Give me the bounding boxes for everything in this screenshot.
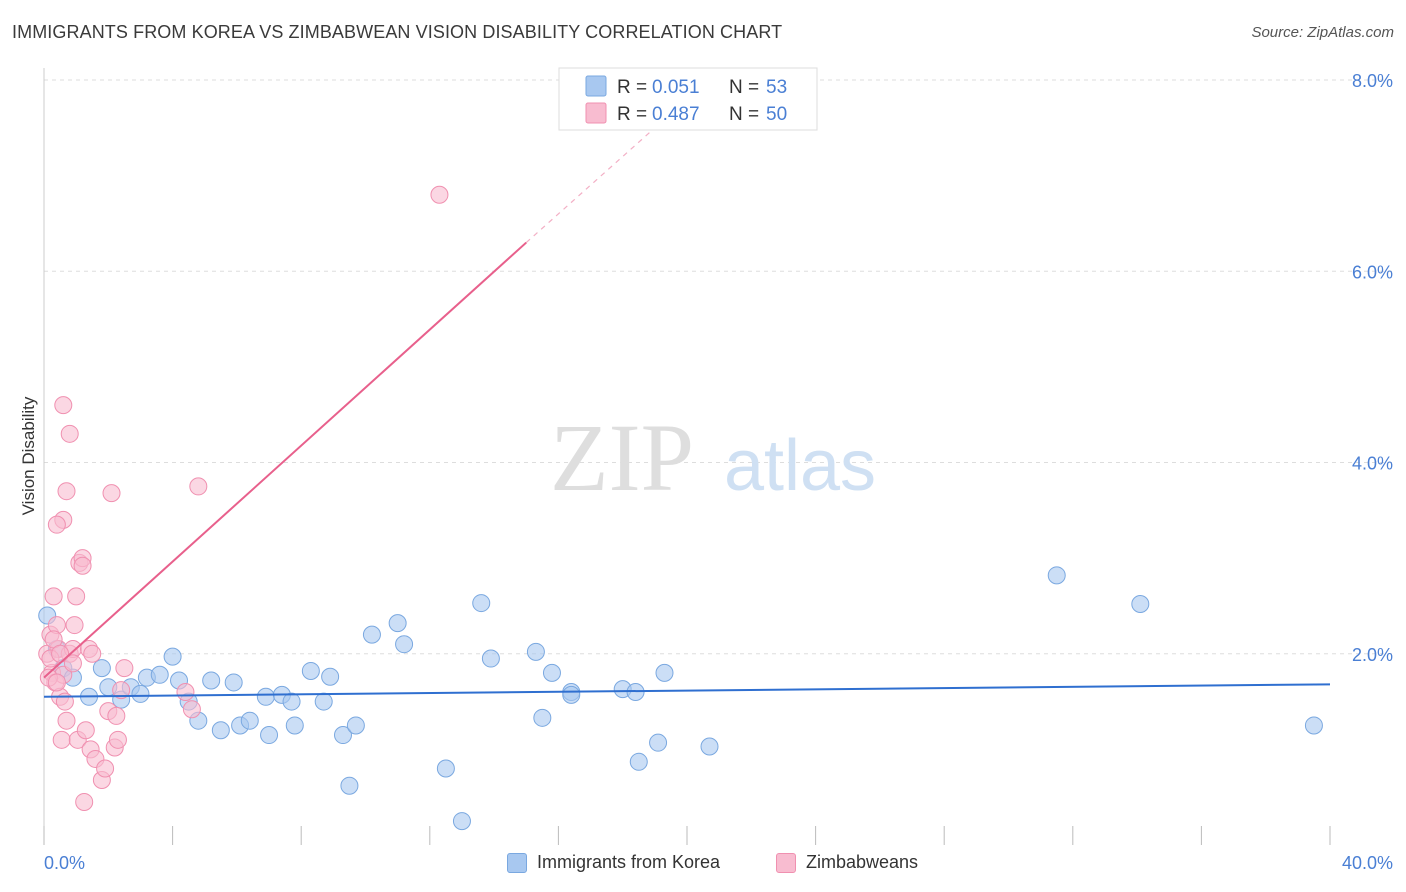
korea-point [314, 692, 333, 711]
stats-legend-korea-r-value: 0.051 [652, 77, 700, 98]
watermark-zip: ZIP [550, 404, 694, 511]
zim-point [75, 792, 94, 811]
korea-point [163, 647, 182, 666]
zim-point [63, 654, 82, 673]
korea-point [1131, 595, 1150, 614]
axes: 2.0% 4.0% 6.0% 8.0% 0.0% 40.0% [43, 68, 1393, 873]
zim-point [65, 616, 84, 635]
zim-point [108, 730, 127, 749]
stats-legend-korea-swatch [585, 75, 607, 97]
trend-lines [43, 127, 1331, 698]
chart-title: IMMIGRANTS FROM KOREA VS ZIMBABWEAN VISI… [12, 22, 783, 42]
korea-point [700, 737, 719, 756]
grid-lines [44, 79, 1392, 655]
korea-point [542, 663, 561, 682]
korea-point [333, 726, 352, 745]
korea-trend-line [43, 683, 1331, 698]
korea-point [285, 716, 304, 735]
korea-point [472, 594, 491, 613]
stats-legend-zim-r-value: 0.487 [652, 104, 700, 125]
stats-legend-korea-n-value: 53 [766, 77, 787, 98]
stats-legend-korea-n-label: N = [729, 77, 759, 98]
stats-legend-zim-r-label: R = [617, 104, 647, 125]
korea-point [346, 716, 365, 735]
korea-point [340, 776, 359, 795]
watermark: ZIP atlas [550, 404, 876, 511]
korea-point [452, 812, 471, 831]
korea-point [649, 733, 668, 752]
y-tick-label: 2.0% [1352, 645, 1393, 665]
korea-point [260, 726, 279, 745]
korea-point [1304, 716, 1323, 735]
zim-point [76, 721, 95, 740]
zim-point [67, 587, 86, 606]
korea-point [92, 659, 111, 678]
legend-item-zim: Zimbabweans [776, 852, 918, 873]
zim-point [189, 477, 208, 496]
zim-point [52, 730, 71, 749]
zim-point [60, 424, 79, 443]
korea-point [481, 649, 500, 668]
korea-point [301, 661, 320, 680]
zim-point [107, 706, 126, 725]
bottom-legend: Immigrants from Korea Zimbabweans [0, 852, 1406, 878]
korea-point [526, 642, 545, 661]
x-tick-label: 40.0% [1342, 853, 1393, 873]
legend-item-korea: Immigrants from Korea [507, 852, 720, 873]
x-tick-label: 0.0% [44, 853, 85, 873]
korea-point [629, 752, 648, 771]
zim-point [182, 700, 201, 719]
y-tick-label: 4.0% [1352, 454, 1393, 474]
zim-point [176, 683, 195, 701]
y-tick-label: 8.0% [1352, 71, 1393, 91]
data-points [38, 185, 1323, 831]
legend-swatch-korea [507, 852, 527, 873]
korea-point [240, 711, 259, 730]
zim-point [102, 484, 121, 503]
zim-point [83, 644, 102, 663]
korea-point [131, 684, 150, 703]
stats-legend: R = 0.051 N = 53 R = 0.487 N = 50 [558, 67, 818, 131]
zim-point [430, 185, 449, 204]
korea-point [1047, 566, 1066, 585]
korea-point [150, 665, 169, 684]
korea-point [202, 671, 221, 690]
zim-point [47, 673, 66, 692]
korea-point [211, 721, 230, 740]
korea-point [321, 667, 340, 686]
legend-label-zim: Zimbabweans [806, 852, 919, 872]
zim-trend-extension [525, 127, 656, 244]
zim-point [96, 759, 115, 778]
korea-point [655, 663, 674, 682]
y-axis-label: Vision Disability [19, 396, 38, 515]
zim-point [44, 587, 63, 606]
korea-point [224, 673, 243, 692]
zim-point [112, 681, 131, 700]
legend-swatch-zim [776, 852, 796, 873]
source-label: Source: ZipAtlas.com [1251, 24, 1394, 41]
korea-point [562, 685, 581, 704]
legend-label-korea: Immigrants from Korea [537, 852, 721, 872]
zim-point [57, 711, 76, 730]
stats-legend-zim-swatch [585, 102, 607, 124]
stats-legend-zim-n-value: 50 [766, 104, 787, 125]
stats-legend-korea-r-label: R = [617, 77, 647, 98]
zim-point [47, 515, 66, 534]
zim-point [57, 482, 76, 501]
korea-point [362, 625, 381, 644]
korea-point [388, 614, 407, 633]
zim-point [73, 556, 92, 575]
zim-trend-line [43, 241, 527, 679]
watermark-atlas: atlas [724, 426, 876, 506]
korea-point [533, 708, 552, 727]
korea-point [256, 687, 275, 706]
y-tick-label: 6.0% [1352, 262, 1393, 282]
korea-point [282, 692, 301, 711]
korea-point [395, 635, 414, 654]
zim-point [54, 396, 73, 415]
korea-point [436, 759, 455, 778]
zim-point [115, 659, 134, 678]
stats-legend-zim-n-label: N = [729, 104, 759, 125]
